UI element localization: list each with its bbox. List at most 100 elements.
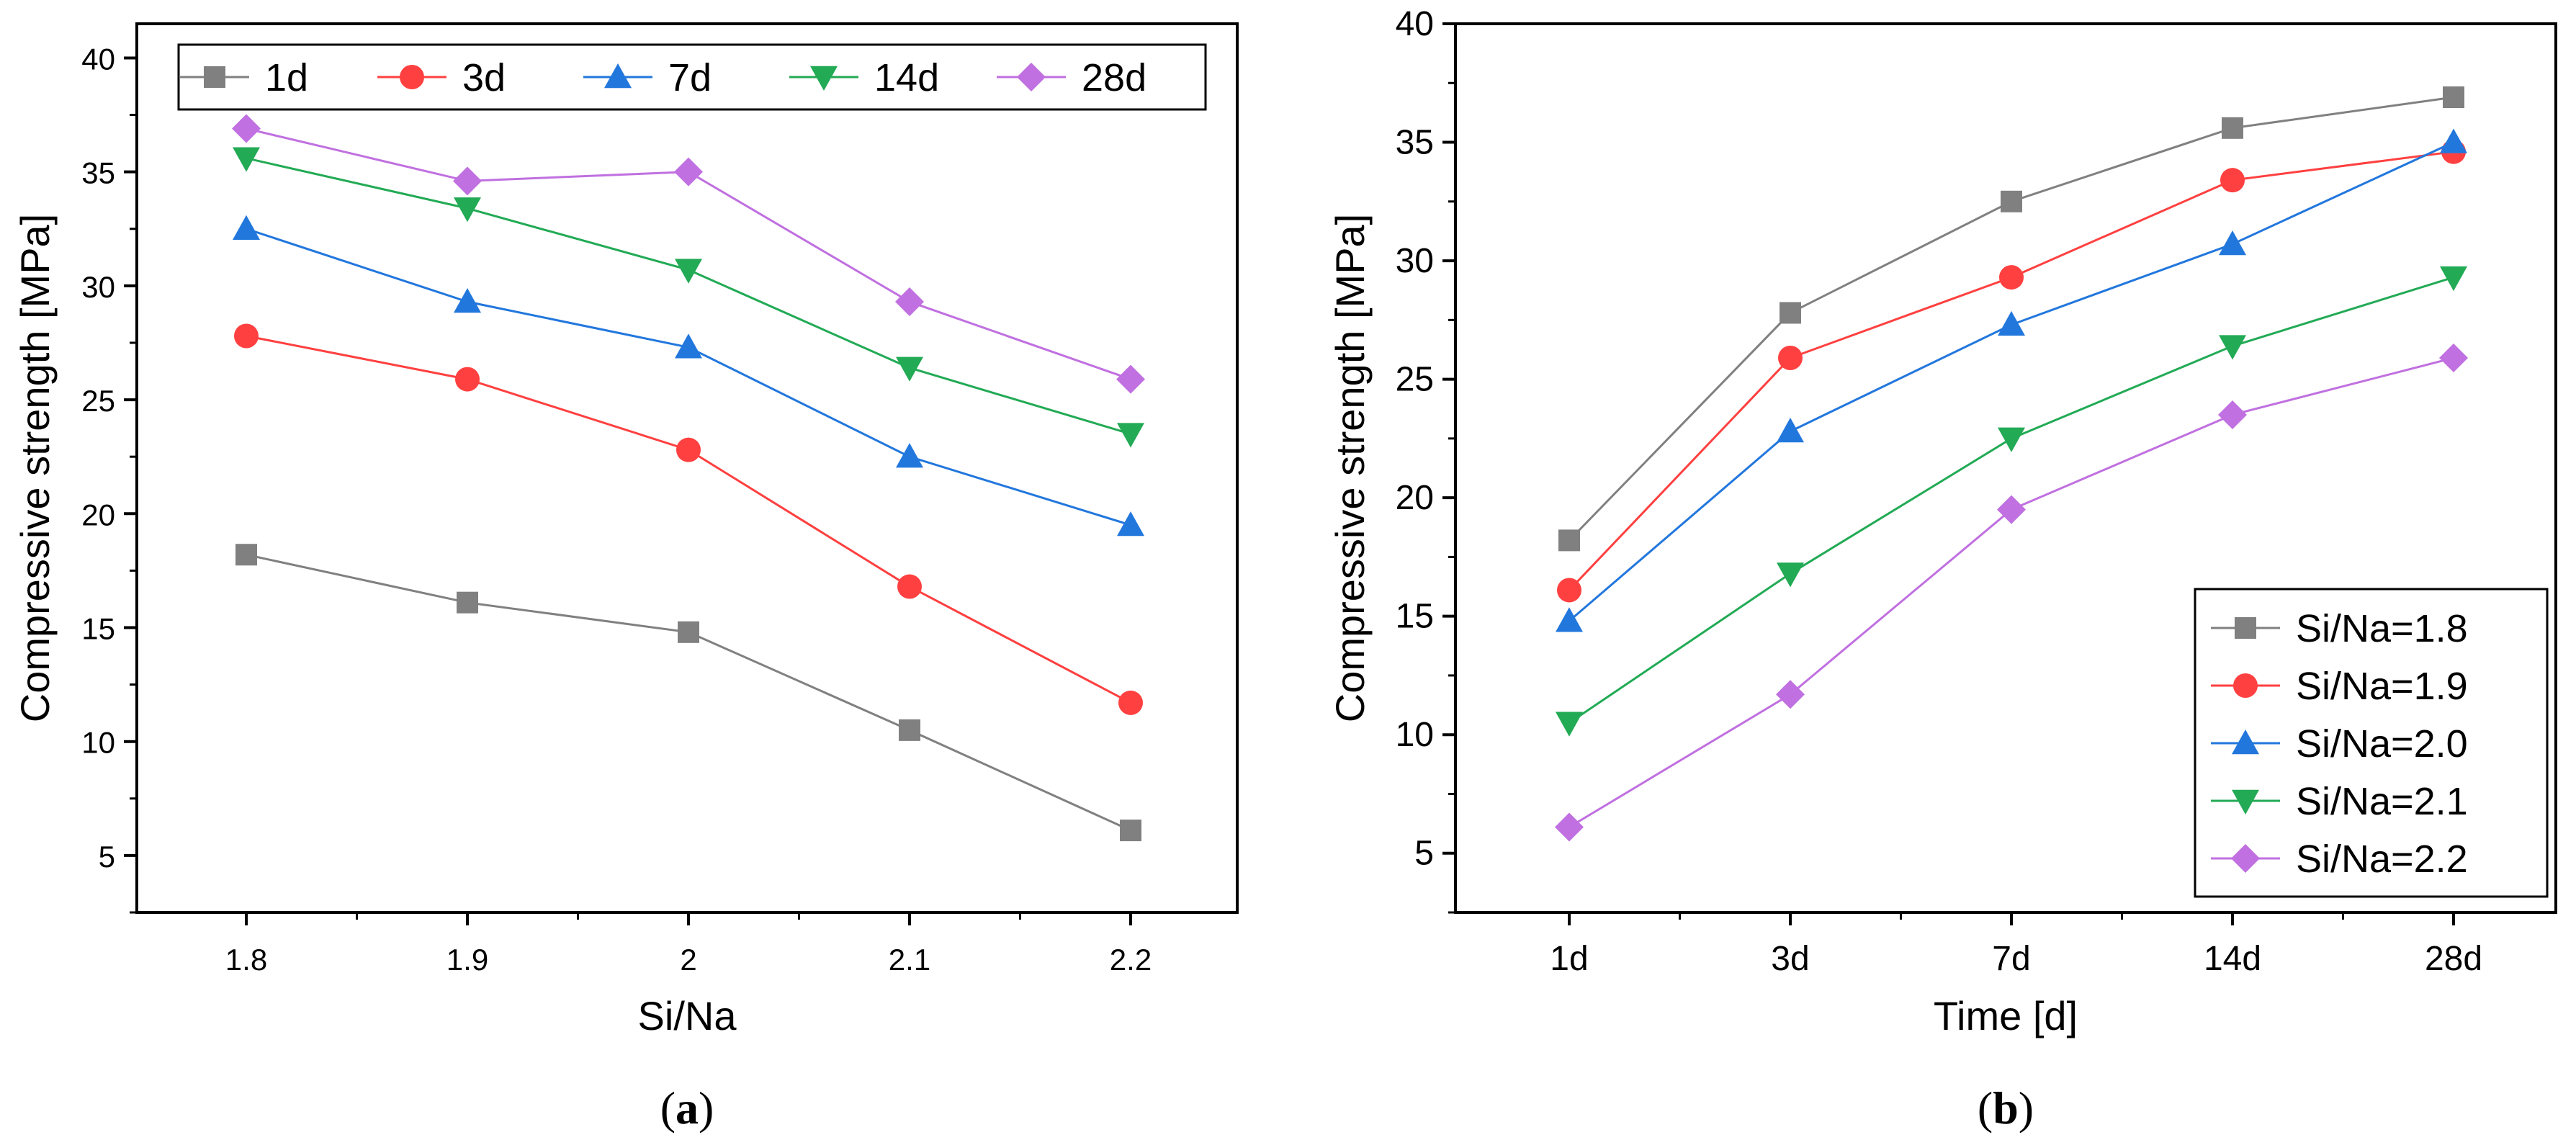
legend-label: Si/Na=2.0	[2296, 722, 2468, 766]
legend-label: Si/Na=2.1	[2296, 780, 2468, 823]
chart-panel-a: 5 10 15 20 25 30 35 40 1.8 1.9 2 2.1 2.2 Si/Na Compres…	[12, 22, 1239, 1134]
legend-marker	[400, 65, 424, 89]
data-point	[895, 287, 924, 317]
legend-label: 7d	[668, 56, 712, 99]
x-tick-label: 2.1	[889, 943, 930, 977]
data-point	[1117, 511, 1144, 537]
x-tick-label: 28d	[2425, 940, 2482, 978]
y-tick-label: 30	[81, 270, 115, 304]
data-point	[896, 443, 923, 468]
data-point	[2218, 400, 2247, 429]
legend-item-Si/Na=2.0: Si/Na=2.0	[2211, 722, 2468, 766]
y-tick-label: 10	[81, 726, 115, 760]
x-tick-label: 1.8	[225, 943, 267, 977]
data-point	[1555, 812, 1584, 842]
series-Si/Na=1.8	[1558, 86, 2464, 552]
series-line	[1569, 141, 2454, 622]
data-point	[675, 333, 702, 359]
y-axis-title: Compressive strength [MPa]	[1327, 214, 1373, 722]
series-3d	[234, 323, 1143, 715]
x-tick-label: 2.2	[1110, 943, 1152, 977]
data-point	[678, 621, 699, 643]
data-point	[1777, 417, 1804, 443]
data-point	[1998, 427, 2025, 452]
data-point	[1556, 607, 1583, 632]
y-tick-label: 20	[1396, 479, 1434, 517]
data-point	[233, 215, 260, 240]
data-point	[674, 157, 703, 187]
data-point	[233, 147, 260, 172]
data-point	[453, 166, 482, 196]
series-14d	[233, 147, 1144, 448]
legend-item-Si/Na=2.2: Si/Na=2.2	[2211, 838, 2468, 881]
data-point	[1780, 302, 1801, 324]
data-point	[899, 719, 920, 741]
data-point	[2440, 128, 2467, 153]
legend-item-28d: 28d	[997, 56, 1146, 99]
y-tick-label: 40	[81, 42, 115, 76]
data-point	[1557, 578, 1581, 603]
legend-label: 14d	[874, 56, 939, 99]
panel-label: (a)	[660, 1082, 714, 1134]
data-point	[1116, 364, 1145, 394]
x-axis-title: Si/Na	[638, 993, 737, 1038]
legend: Si/Na=1.8 Si/Na=1.9 Si/Na=2.0 Si/Na=2.1 Si/N…	[2194, 588, 2549, 898]
data-point	[1778, 345, 1803, 370]
series-line	[246, 335, 1131, 704]
x-tick-label: 1d	[1550, 940, 1588, 978]
data-point	[454, 197, 481, 223]
series-28d	[232, 114, 1145, 394]
legend-label: Si/Na=2.2	[2296, 838, 2468, 881]
data-point	[2219, 335, 2246, 360]
y-tick-label: 15	[81, 611, 115, 645]
data-point	[2219, 230, 2246, 256]
legend-item-3d: 3d	[377, 56, 506, 99]
panel-label: (b)	[1978, 1082, 2034, 1134]
data-point	[1998, 310, 2025, 336]
data-point	[1776, 680, 1805, 709]
y-tick-label: 35	[1396, 124, 1434, 162]
data-point	[1120, 820, 1141, 842]
legend-marker	[204, 66, 225, 88]
data-point	[2439, 343, 2468, 372]
data-point	[897, 574, 922, 599]
legend-label: Si/Na=1.9	[2296, 665, 2468, 708]
legend-label: Si/Na=1.8	[2296, 607, 2468, 650]
y-tick-label: 35	[81, 156, 115, 190]
y-tick-label: 30	[1396, 242, 1434, 280]
legend-marker	[810, 66, 838, 91]
data-point	[2222, 117, 2243, 139]
data-point	[1777, 562, 1804, 588]
y-tick-label: 40	[1396, 5, 1434, 43]
legend-marker	[604, 63, 632, 89]
data-point	[896, 356, 923, 382]
y-tick-label: 5	[1414, 835, 1434, 873]
legend-marker	[2232, 789, 2259, 814]
legend-item-1d: 1d	[180, 56, 308, 99]
legend-label: 3d	[462, 56, 506, 99]
legend-item-14d: 14d	[789, 56, 939, 99]
series-line	[246, 157, 1131, 435]
x-tick-label: 7d	[1992, 940, 2030, 978]
series-7d	[233, 215, 1144, 537]
data-point	[2001, 190, 2022, 212]
x-tick-label: 14d	[2204, 940, 2261, 978]
legend-item-Si/Na=2.1: Si/Na=2.1	[2211, 780, 2468, 823]
data-point	[675, 259, 702, 284]
data-point	[2220, 168, 2245, 193]
data-point	[1997, 495, 2026, 524]
data-point	[455, 367, 480, 392]
data-point	[232, 114, 261, 143]
x-tick-label: 1.9	[446, 943, 488, 977]
data-point	[234, 323, 259, 349]
legend-label: 1d	[265, 56, 308, 99]
data-point	[2440, 266, 2467, 292]
series-line	[1568, 151, 2454, 591]
data-point	[457, 591, 478, 614]
legend-item-7d: 7d	[583, 56, 712, 99]
data-point	[1999, 265, 2024, 290]
legend-marker	[2231, 844, 2260, 873]
x-tick-label: 2	[680, 943, 696, 977]
y-tick-label: 25	[81, 384, 115, 418]
data-point	[1118, 690, 1143, 715]
